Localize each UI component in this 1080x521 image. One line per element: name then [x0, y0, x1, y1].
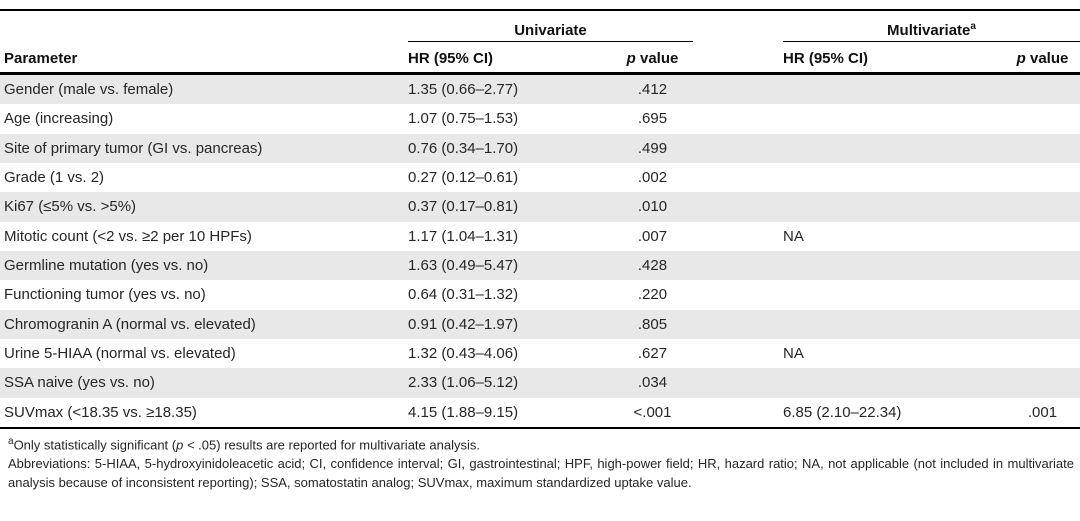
univariate-pvalue-cell: .499 — [637, 139, 668, 157]
univariate-pvalue-cell: .220 — [637, 286, 668, 304]
univariate-pvalue-cell: .034 — [637, 374, 668, 392]
multivariate-hr-column-header: HR (95% CI) — [783, 50, 869, 67]
table-row: Grade (1 vs. 2) 0.27 (0.12–0.61) .002 — [0, 163, 1080, 192]
multivariate-label: Multivariate — [887, 22, 971, 39]
multivariate-footnote-marker: a — [970, 21, 976, 32]
table-body: Gender (male vs. female) 1.35 (0.66–2.77… — [0, 75, 1080, 427]
table-row: Age (increasing) 1.07 (0.75–1.53) .695 — [0, 104, 1080, 133]
univariate-pvalue-cell: .695 — [637, 110, 668, 128]
table-row: Gender (male vs. female) 1.35 (0.66–2.77… — [0, 75, 1080, 105]
univariate-pvalue-cell: .007 — [637, 227, 668, 245]
univariate-label: Univariate — [514, 22, 587, 39]
univariate-hr-cell: 1.07 (0.75–1.53) — [408, 110, 519, 128]
univariate-group-header: Univariate — [408, 22, 693, 42]
table-row: SSA naive (yes vs. no) 2.33 (1.06–5.12) … — [0, 368, 1080, 398]
parameter-cell: SSA naive (yes vs. no) — [4, 374, 155, 392]
multivariate-pvalue-column-header: p value — [1016, 50, 1069, 67]
univariate-pvalue-cell: .428 — [637, 257, 668, 275]
univariate-hr-cell: 1.63 (0.49–5.47) — [408, 257, 519, 275]
univariate-pvalue-cell: .805 — [637, 315, 668, 333]
parameter-column-header: Parameter — [4, 50, 78, 67]
univariate-pvalue-column-header: p value — [626, 50, 679, 67]
table-row: Site of primary tumor (GI vs. pancreas) … — [0, 133, 1080, 163]
table-row: Functioning tumor (yes vs. no) 0.64 (0.3… — [0, 280, 1080, 309]
footnotes: aOnly statistically significant (p < .05… — [0, 429, 1080, 493]
group-header-row: Univariate Multivariatea — [0, 11, 1080, 42]
univariate-hr-cell: 1.32 (0.43–4.06) — [408, 345, 519, 363]
univariate-pvalue-cell: .412 — [637, 81, 668, 99]
table-row: Mitotic count (<2 vs. ≥2 per 10 HPFs) 1.… — [0, 222, 1080, 251]
table-row: SUVmax (<18.35 vs. ≥18.35) 4.15 (1.88–9.… — [0, 398, 1080, 427]
parameter-cell: Ki67 (≤5% vs. >5%) — [4, 198, 137, 216]
univariate-pvalue-cell: .627 — [637, 345, 668, 363]
univariate-pvalue-cell: .002 — [637, 169, 668, 187]
univariate-hr-column-header: HR (95% CI) — [408, 50, 494, 67]
univariate-hr-cell: 4.15 (1.88–9.15) — [408, 403, 519, 421]
univariate-hr-cell: 0.27 (0.12–0.61) — [408, 169, 519, 187]
univariate-hr-cell: 0.76 (0.34–1.70) — [408, 139, 519, 157]
multivariate-pvalue-cell: .001 — [1027, 403, 1058, 421]
parameter-cell: SUVmax (<18.35 vs. ≥18.35) — [4, 403, 197, 421]
table-row: Chromogranin A (normal vs. elevated) 0.9… — [0, 309, 1080, 339]
column-header-row: Parameter HR (95% CI) p value HR (95% CI… — [0, 42, 1080, 75]
multivariate-group-header: Multivariatea — [783, 21, 1080, 42]
parameter-cell: Site of primary tumor (GI vs. pancreas) — [4, 139, 263, 157]
multivariate-hr-cell: NA — [783, 227, 804, 245]
multivariate-hr-cell: 6.85 (2.10–22.34) — [783, 403, 902, 421]
univariate-pvalue-cell: .010 — [637, 198, 668, 216]
parameter-cell: Functioning tumor (yes vs. no) — [4, 286, 206, 304]
univariate-pvalue-cell: <.001 — [633, 403, 672, 421]
footnote-marker: a — [8, 435, 14, 447]
univariate-hr-cell: 1.17 (1.04–1.31) — [408, 227, 519, 245]
univariate-hr-cell: 0.37 (0.17–0.81) — [408, 198, 519, 216]
parameter-cell: Germline mutation (yes vs. no) — [4, 257, 209, 275]
abbreviations-footnote: Abbreviations: 5-HIAA, 5-hydroxyinidolea… — [8, 456, 1074, 491]
univariate-hr-cell: 1.35 (0.66–2.77) — [408, 81, 519, 99]
table-row: Urine 5-HIAA (normal vs. elevated) 1.32 … — [0, 339, 1080, 368]
table-bottom-rule — [0, 426, 1080, 429]
parameter-cell: Gender (male vs. female) — [4, 81, 174, 99]
parameter-cell: Urine 5-HIAA (normal vs. elevated) — [4, 345, 236, 363]
univariate-hr-cell: 2.33 (1.06–5.12) — [408, 374, 519, 392]
table-row: Germline mutation (yes vs. no) 1.63 (0.4… — [0, 250, 1080, 281]
multivariate-hr-cell: NA — [783, 345, 804, 363]
parameter-cell: Mitotic count (<2 vs. ≥2 per 10 HPFs) — [4, 227, 252, 245]
univariate-hr-cell: 0.91 (0.42–1.97) — [408, 315, 519, 333]
parameter-cell: Age (increasing) — [4, 110, 114, 128]
significance-footnote: aOnly statistically significant (p < .05… — [8, 435, 480, 453]
table-top-rule — [0, 9, 1080, 11]
table-row: Ki67 (≤5% vs. >5%) 0.37 (0.17–0.81) .010 — [0, 192, 1080, 222]
univariate-hr-cell: 0.64 (0.31–1.32) — [408, 286, 519, 304]
parameter-cell: Chromogranin A (normal vs. elevated) — [4, 315, 256, 333]
parameter-cell: Grade (1 vs. 2) — [4, 169, 105, 187]
